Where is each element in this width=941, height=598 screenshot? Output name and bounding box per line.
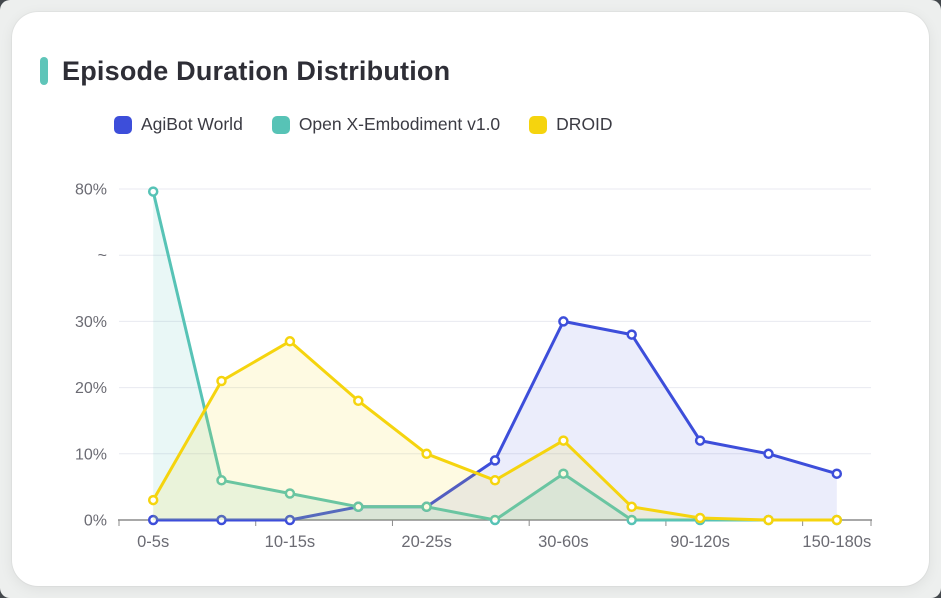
svg-text:0%: 0% [84,513,107,530]
svg-text:30-60s: 30-60s [538,533,588,551]
svg-text:80%: 80% [75,182,107,199]
legend-item-agibot-world[interactable]: AgiBot World [114,114,243,135]
legend-swatch-agibot-world-icon [114,115,132,134]
svg-text:20%: 20% [75,380,107,397]
chart-card: Episode Duration Distribution AgiBot Wor… [12,12,929,586]
chart-title: Episode Duration Distribution [62,56,451,86]
svg-text:150-180s: 150-180s [802,533,871,551]
svg-text:30%: 30% [75,314,107,331]
chart-legend: AgiBot World Open X-Embodiment v1.0 DROI… [114,114,613,135]
legend-label: Open X-Embodiment v1.0 [298,114,501,134]
legend-label: AgiBot World [141,114,243,134]
svg-text:~: ~ [98,248,107,265]
legend-item-droid[interactable]: DROID [529,114,613,135]
svg-text:10-15s: 10-15s [265,533,315,551]
legend-swatch-droid-icon [529,115,548,134]
svg-text:10%: 10% [75,446,107,463]
svg-text:20-25s: 20-25s [401,533,451,551]
legend-item-open-x-embodiment[interactable]: Open X-Embodiment v1.0 [271,114,501,135]
legend-swatch-open-x-embodiment-icon [271,115,290,134]
title-accent-bar [40,57,48,85]
legend-label: DROID [556,114,613,134]
svg-text:90-120s: 90-120s [670,533,730,551]
chart-header: Episode Duration Distribution [40,54,450,88]
svg-text:0-5s: 0-5s [137,533,169,551]
